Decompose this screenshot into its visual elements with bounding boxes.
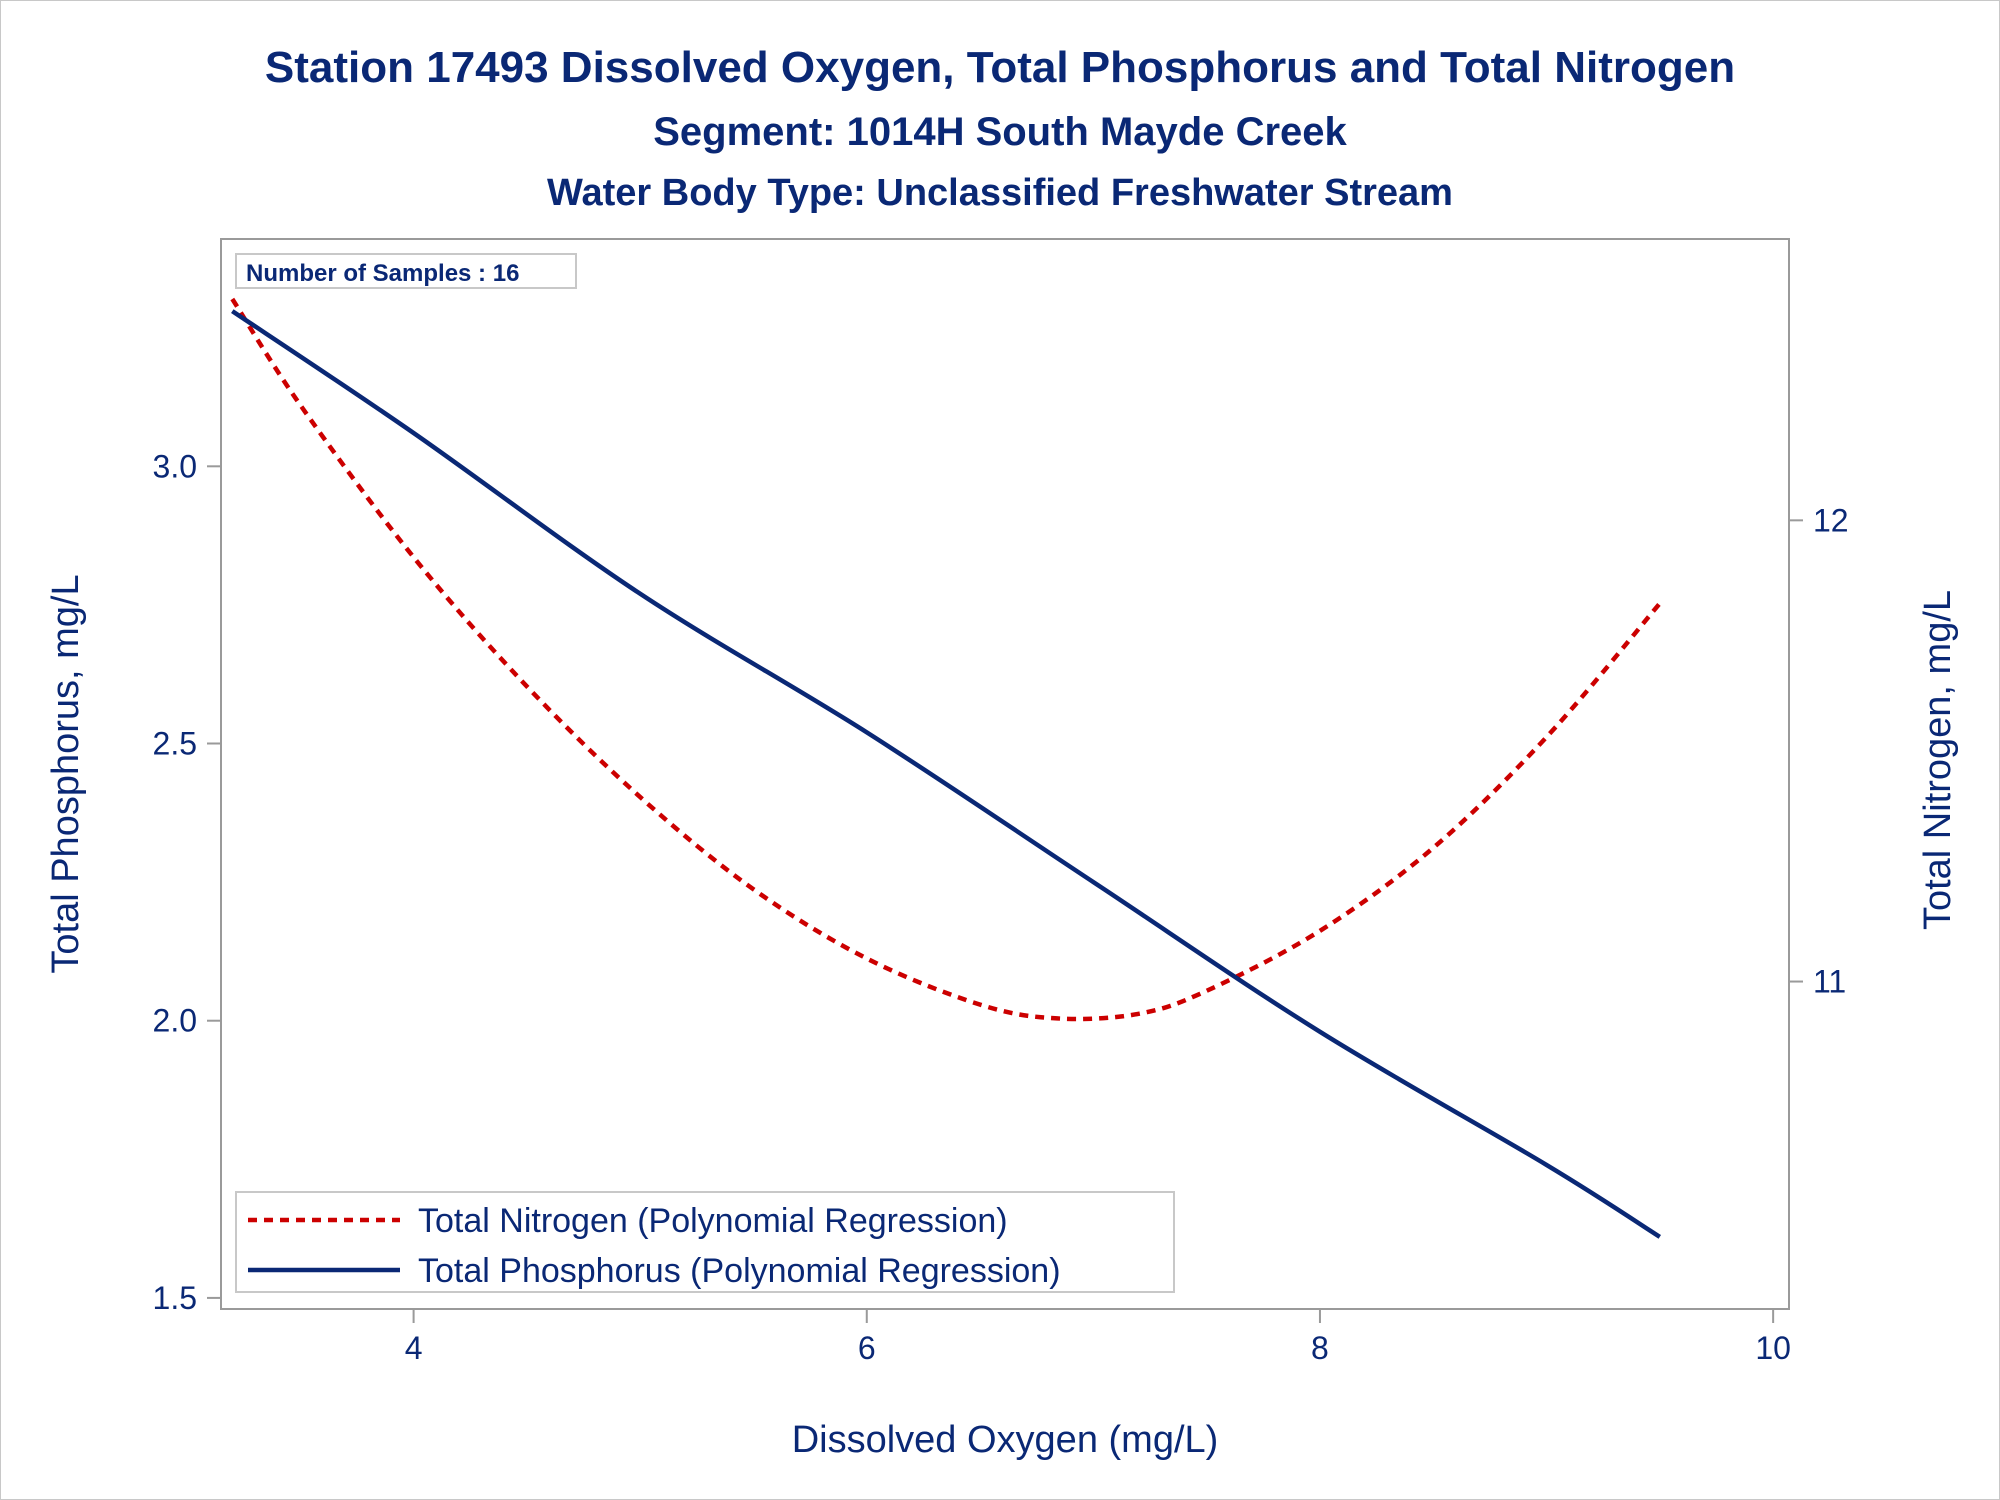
series-line-total-nitrogen [230,297,1662,1022]
series-group [230,297,1662,1239]
sample-count-box-frame [235,253,577,289]
legend: Total Nitrogen (Polynomial Regression) To… [235,1191,1175,1293]
sample-count-label: Number of Samples : 16 [246,260,519,287]
plot-area [220,238,1790,1310]
y2-axis: 11 12 [1789,502,1849,1000]
y-axis-label: Total Phosphorus, mg/L [45,574,87,973]
x-tick-label: 4 [405,1330,423,1366]
legend-label: Total Phosphorus (Polynomial Regression) [418,1252,1061,1290]
series-line-total-phosphorus [231,309,1662,1239]
y-tick-label: 2.0 [153,1003,197,1039]
chart-title: Station 17493 Dissolved Oxygen, Total Ph… [265,43,1735,92]
y-axis: 1.5 2.0 2.5 3.0 [153,448,221,1316]
y2-tick-label: 11 [1813,964,1846,1000]
sample-count-box: Number of Samples : 16 [235,253,577,289]
y2-tick-label: 12 [1813,502,1849,538]
y-tick-label: 3.0 [153,448,197,484]
chart-subtitle: Segment: 1014H South Mayde Creek [653,110,1347,154]
y-tick-label: 1.5 [153,1280,197,1316]
legend-label: Total Nitrogen (Polynomial Regression) [418,1202,1008,1240]
x-axis-label: Dissolved Oxygen (mg/L) [792,1419,1219,1461]
x-tick-label: 10 [1755,1330,1791,1366]
legend-frame [235,1191,1175,1293]
x-tick-label: 6 [858,1330,876,1366]
chart-subtitle-secondary: Water Body Type: Unclassified Freshwater… [547,172,1453,214]
x-tick-label: 8 [1311,1330,1329,1366]
x-axis: 4 6 8 10 [405,1309,1791,1366]
y2-axis-label: Total Nitrogen, mg/L [1917,590,1959,930]
y-tick-label: 2.5 [153,726,197,762]
